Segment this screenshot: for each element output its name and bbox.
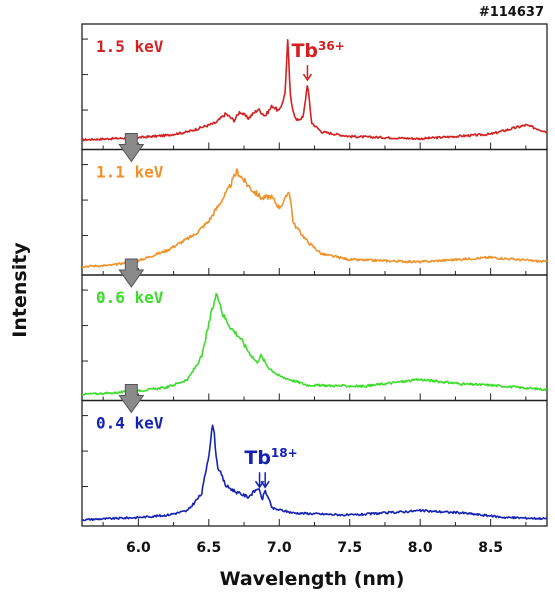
ion-charge-superscript: 18+ (271, 446, 298, 460)
series-line (81, 168, 548, 269)
annotation-arrow-icon (254, 472, 265, 489)
series-line (81, 424, 548, 522)
down-arrow-icon (118, 133, 145, 163)
x-tick-label: 8.5 (478, 540, 503, 556)
ion-label: Tb36+ (291, 39, 344, 62)
x-tick-label: 6.0 (126, 540, 151, 556)
shot-number-label: #114637 (479, 5, 544, 20)
x-tick-label: 7.0 (267, 540, 292, 556)
series-line (81, 293, 548, 396)
series-label: 1.1 keV (96, 163, 164, 182)
annotation-arrow-icon (302, 65, 313, 82)
ion-charge-superscript: 36+ (318, 39, 345, 53)
series-label: 0.6 keV (96, 288, 164, 307)
x-tick-label: 6.5 (196, 540, 221, 556)
spectra-panels: 1.5 keV 1.1 keV 0.6 keV 0.4 keV Tb36+ Tb18+ 6.… (81, 23, 548, 556)
x-tick-label: 8.0 (408, 540, 433, 556)
series-label: 1.5 keV (96, 37, 164, 56)
series-line (81, 39, 548, 142)
down-arrow-icon (118, 384, 145, 414)
x-tick-label: 7.5 (337, 540, 362, 556)
down-arrow-icon (118, 258, 145, 288)
ion-label: Tb18+ (244, 446, 297, 469)
x-axis-title: Wavelength (nm) (220, 568, 405, 590)
y-axis-title: Intensity (9, 242, 31, 338)
series-label: 0.4 keV (96, 414, 164, 433)
annotation-arrow-icon (260, 472, 270, 489)
